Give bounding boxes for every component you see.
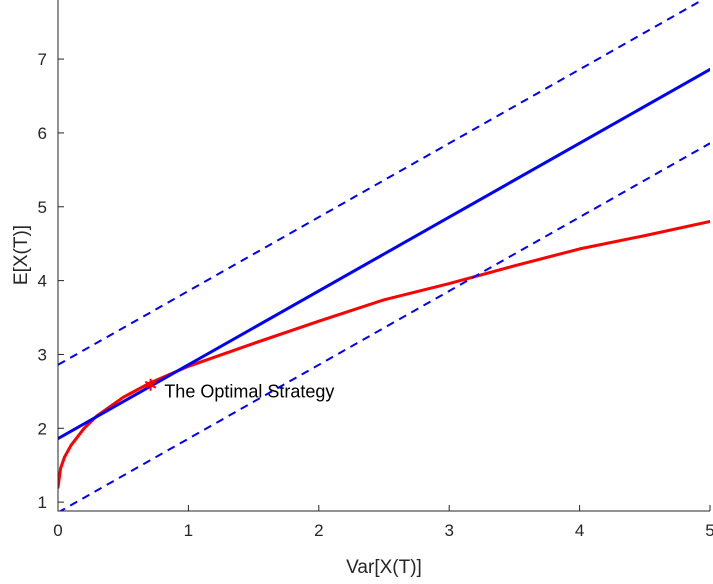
series-line-2 xyxy=(58,67,710,441)
y-tick-label: 6 xyxy=(38,124,47,143)
y-tick-label: 5 xyxy=(38,198,47,217)
x-tick-label: 3 xyxy=(444,521,453,540)
optimal-strategy-annotation: The Optimal Strategy xyxy=(164,381,334,401)
marker-layer xyxy=(144,378,157,391)
y-tick-label: 1 xyxy=(38,493,47,512)
y-tick-label: 4 xyxy=(38,272,47,291)
x-tick-label: 4 xyxy=(575,521,584,540)
y-axis-ticks: 1 2 3 4 5 6 7 xyxy=(38,50,64,512)
x-axis-ticks: 0 1 2 3 4 5 xyxy=(53,505,713,540)
y-tick-label: 7 xyxy=(38,50,47,69)
x-tick-label: 2 xyxy=(314,521,323,540)
y-tick-label: 3 xyxy=(38,345,47,364)
x-tick-label: 5 xyxy=(705,521,713,540)
series-layer xyxy=(58,0,710,511)
x-tick-label: 0 xyxy=(53,521,62,540)
x-tick-label: 1 xyxy=(184,521,193,540)
y-axis-label: E[X(T)] xyxy=(11,225,32,285)
plot-area xyxy=(57,0,710,512)
x-axis-label: Var[X(T)] xyxy=(346,557,422,578)
optimal-point-marker xyxy=(144,378,157,391)
y-tick-label: 2 xyxy=(38,419,47,438)
